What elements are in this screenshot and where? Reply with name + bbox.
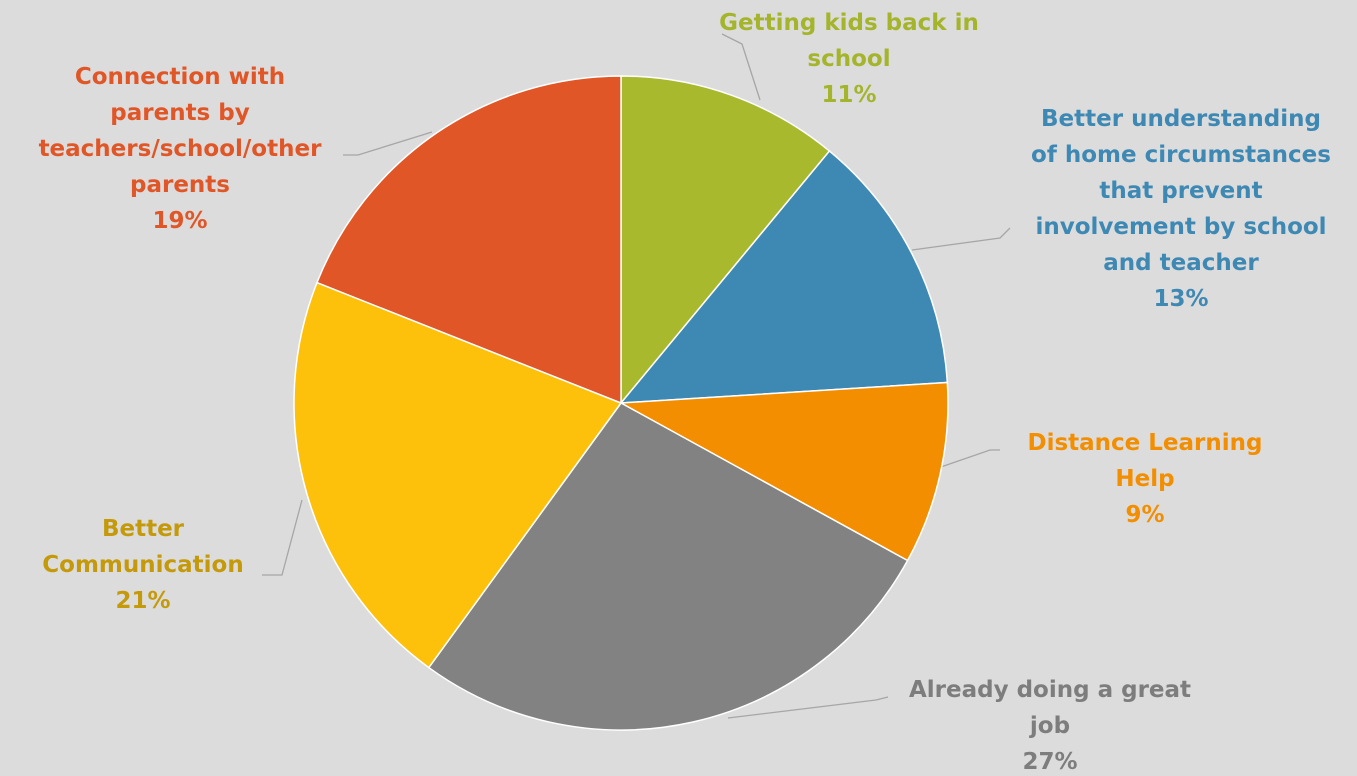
slice-label-line: parents [130,172,230,198]
slice-label-line: Distance Learning [1027,430,1262,456]
slice-label-line: and teacher [1103,250,1259,276]
slice-label-line: Already doing a great [909,677,1191,703]
slice-label-6: Connection with parents by teachers/school… [39,64,323,234]
pie-slice-2 [619,149,949,404]
leader-line-3 [937,449,1000,469]
slice-label-line: job [1029,713,1070,739]
slice-label-3: Distance Learning Help 9% [1027,430,1262,528]
slice-value-label: 13% [1153,286,1208,312]
leader-line-6 [343,131,433,156]
slice-label-line: Better understanding [1041,106,1321,132]
slice-label-line: Getting kids back in [719,10,979,36]
pie-slice-5 [293,281,623,669]
slice-label-line: Communication [42,552,243,578]
slice-value-label: 11% [821,82,876,108]
slice-label-line: school [807,46,890,72]
leader-line-5 [262,499,303,576]
slice-label-5: Better Communication 21% [42,516,243,614]
slice-label-line: involvement by school [1035,214,1326,240]
slice-value-label: 19% [152,208,207,234]
leader-lines [262,33,1011,719]
slice-label-line: Connection with [75,64,285,90]
leader-line-1 [721,33,761,101]
slice-label-4: Already doing a great job 27% [909,677,1191,775]
slice-labels: Getting kids back in school 11% Better unde… [39,10,1331,775]
leader-line-2 [911,227,1011,251]
slice-label-2: Better understanding of home circumstance… [1031,106,1331,312]
slice-label-line: parents by [110,100,249,126]
slice-label-line: of home circumstances [1031,142,1331,168]
slice-label-line: Better [102,516,185,542]
slice-value-label: 9% [1125,502,1164,528]
pie-slice-4 [427,402,909,731]
slice-label-1: Getting kids back in school 11% [719,10,979,108]
slice-value-label: 27% [1022,749,1077,775]
pie-slices [293,75,949,731]
slice-label-line: teachers/school/other [39,136,323,162]
slice-label-line: Help [1115,466,1174,492]
slice-value-label: 21% [115,588,170,614]
pie-slice-1 [620,75,831,406]
leader-line-4 [727,696,889,719]
pie-slice-3 [618,381,949,562]
slice-label-line: that prevent [1099,178,1262,204]
pie-slice-6 [315,75,622,405]
